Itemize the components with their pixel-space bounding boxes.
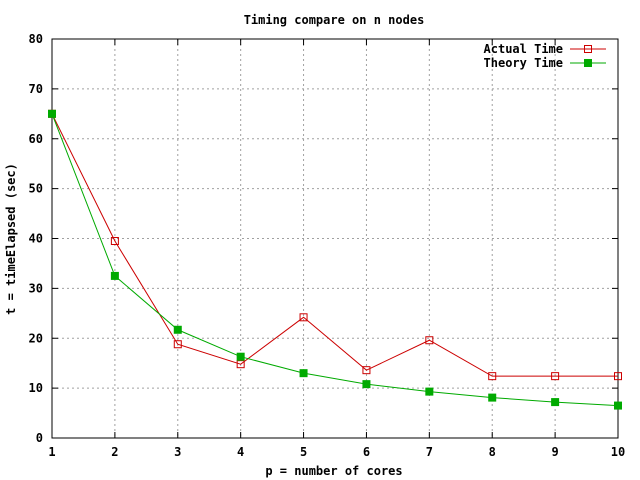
x-tick-label: 7 [426,445,433,459]
data-point-actual-time [488,372,497,381]
x-tick-label: 2 [111,445,118,459]
data-point-theory-time [551,398,560,407]
data-point-actual-time [110,236,119,245]
y-tick-label: 70 [29,82,43,96]
data-point-actual-time [299,313,308,322]
data-point-theory-time [236,352,245,361]
x-tick-label: 9 [551,445,558,459]
y-tick-label: 40 [29,232,43,246]
data-point-theory-time [110,271,119,280]
y-tick-label: 30 [29,281,43,295]
x-tick-label: 1 [48,445,55,459]
x-axis-label: p = number of cores [265,464,402,478]
series-line-actual-time [51,113,618,377]
data-point-theory-time [299,369,308,378]
x-tick-label: 6 [363,445,370,459]
data-point-theory-time [48,109,56,118]
data-point-theory-time [362,380,371,389]
data-point-theory-time [173,325,182,334]
series-line-theory-time [51,113,619,407]
y-tick-label: 80 [29,32,43,46]
x-tick-label: 4 [237,445,244,459]
data-point-theory-time [488,393,497,402]
data-point-actual-time [425,336,434,345]
y-tick-label: 20 [29,331,43,345]
y-tick-label: 0 [36,431,43,445]
grid [52,39,618,438]
data-point-theory-time [425,387,434,396]
series-group [48,109,622,410]
y-tick-label: 60 [29,132,43,146]
x-tick-label: 3 [174,445,181,459]
legend-label-actual-time: Actual Time [484,42,563,56]
data-point-actual-time [173,340,182,349]
y-tick-label: 10 [29,381,43,395]
data-point-actual-time [362,366,371,375]
legend-label-theory-time: Theory Time [484,56,563,70]
data-point-actual-time [551,372,560,381]
chart-title: Timing compare on n nodes [244,13,425,27]
x-tick-label: 8 [489,445,496,459]
y-tick-label: 50 [29,182,43,196]
x-tick-label: 5 [300,445,307,459]
data-point-actual-time [614,372,622,381]
axes: 1 2 3 4 5 6 7 8 9 10 0 10 20 30 40 50 60 70 80 [29,32,626,459]
legend-marker-actual-time [584,45,592,53]
x-tick-label: 10 [611,445,625,459]
y-axis-label: t = timeElapsed (sec) [4,163,18,315]
data-point-theory-time [614,401,622,410]
legend-marker-theory-time [584,59,592,67]
